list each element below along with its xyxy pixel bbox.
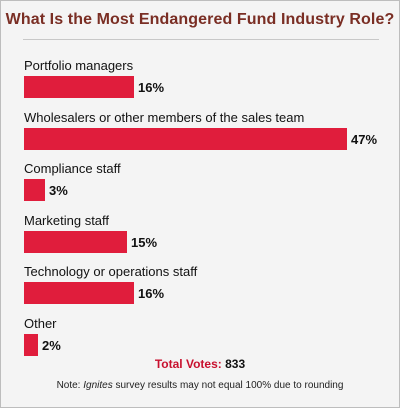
bar xyxy=(24,282,134,304)
percent-label: 47% xyxy=(351,131,378,147)
bar xyxy=(24,127,347,150)
total-votes: Total Votes: 833 xyxy=(1,357,399,371)
note-suffix: survey results may not equal 100% due to… xyxy=(112,380,344,391)
chart-title: What Is the Most Endangered Fund Industr… xyxy=(5,11,395,28)
category-label: Marketing staff xyxy=(24,212,110,228)
bar xyxy=(24,76,134,98)
category-label: Other xyxy=(24,315,57,331)
category-label: Compliance staff xyxy=(24,161,121,176)
category-label: Portfolio managers xyxy=(24,58,134,73)
total-votes-value: 833 xyxy=(225,357,246,371)
bar xyxy=(24,333,38,356)
percent-label: 3% xyxy=(49,183,68,198)
note-prefix: Note: xyxy=(56,380,84,391)
percent-label: 16% xyxy=(138,80,165,95)
rounding-note: Note: Ignites survey results may not equ… xyxy=(1,380,399,391)
total-votes-label: Total Votes: xyxy=(154,357,222,371)
percent-label: 2% xyxy=(42,337,61,353)
title-divider xyxy=(23,39,379,40)
bar xyxy=(24,179,45,201)
bar xyxy=(24,230,127,253)
note-brand: Ignites xyxy=(83,380,113,391)
category-label: Technology or operations staff xyxy=(24,264,198,279)
percent-label: 15% xyxy=(131,234,158,250)
category-label: Wholesalers or other members of the sale… xyxy=(24,109,305,125)
percent-label: 16% xyxy=(138,286,165,301)
